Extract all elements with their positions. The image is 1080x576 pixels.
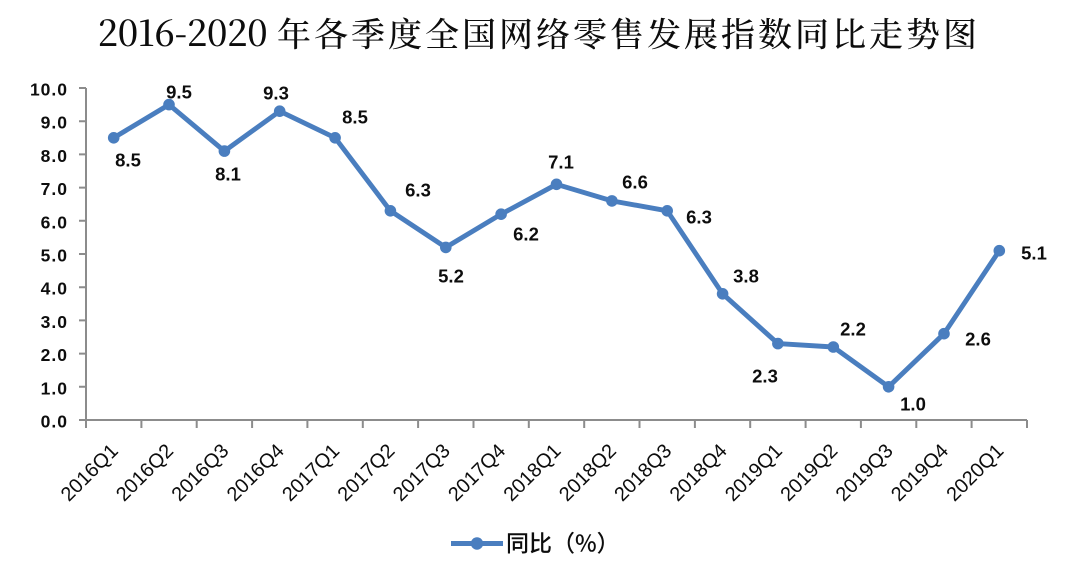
svg-text:3.0: 3.0 — [41, 312, 68, 332]
svg-text:8.5: 8.5 — [342, 107, 368, 128]
svg-text:7.0: 7.0 — [41, 179, 68, 199]
svg-text:2.2: 2.2 — [840, 319, 866, 340]
svg-text:4.0: 4.0 — [41, 279, 68, 299]
svg-text:8.0: 8.0 — [41, 146, 68, 166]
svg-text:5.1: 5.1 — [1021, 243, 1047, 264]
svg-text:6.6: 6.6 — [622, 172, 648, 193]
svg-text:6.0: 6.0 — [41, 212, 68, 232]
svg-text:9.0: 9.0 — [41, 113, 68, 133]
svg-text:9.5: 9.5 — [166, 82, 192, 103]
svg-text:9.3: 9.3 — [263, 83, 289, 104]
svg-text:2.3: 2.3 — [752, 366, 778, 387]
svg-text:0.0: 0.0 — [41, 412, 68, 432]
svg-text:2.0: 2.0 — [41, 345, 68, 365]
svg-text:7.1: 7.1 — [548, 152, 574, 173]
svg-text:5.0: 5.0 — [41, 246, 68, 266]
svg-text:10.0: 10.0 — [30, 80, 68, 100]
svg-text:6.3: 6.3 — [686, 207, 712, 228]
svg-text:8.5: 8.5 — [115, 150, 141, 171]
svg-text:6.3: 6.3 — [405, 180, 431, 201]
svg-text:2.6: 2.6 — [965, 329, 991, 350]
svg-text:3.8: 3.8 — [733, 266, 759, 287]
svg-text:1.0: 1.0 — [900, 394, 926, 415]
svg-text:6.2: 6.2 — [513, 224, 539, 245]
svg-text:1.0: 1.0 — [41, 378, 68, 398]
svg-text:5.2: 5.2 — [438, 266, 464, 287]
svg-text:8.1: 8.1 — [215, 164, 241, 185]
